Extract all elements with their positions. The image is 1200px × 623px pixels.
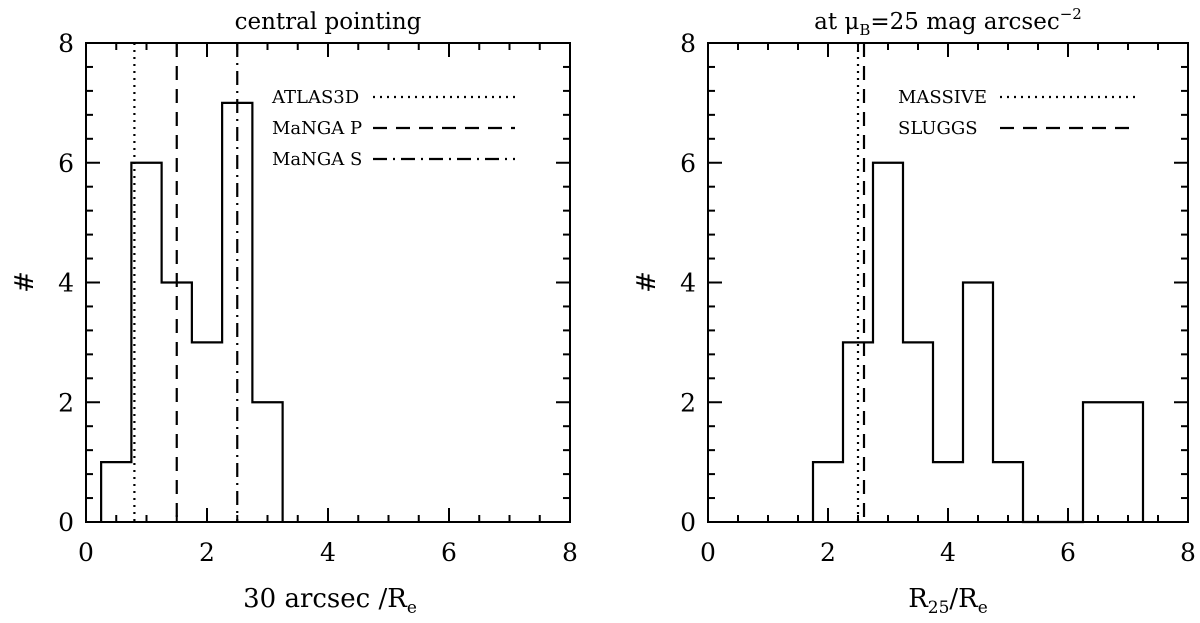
x-axis-title: 30 arcsec /Re xyxy=(243,584,417,618)
y-tick-label: 4 xyxy=(58,269,74,298)
x-tick-label: 0 xyxy=(78,538,94,567)
y-tick-label: 6 xyxy=(58,149,74,178)
x-tick-label: 2 xyxy=(199,538,215,567)
x-axis-title: R25/Re xyxy=(908,584,988,618)
left-panel: 0 2 4 6 8 0 2 4 6 8 ATLAS3D MaNGA P MaNGA S centra… xyxy=(10,9,578,618)
x-tick-labels: 0 2 4 6 8 xyxy=(700,538,1196,567)
x-tick-label: 2 xyxy=(820,538,836,567)
legend-label: SLUGGS xyxy=(898,118,978,139)
x-tick-label: 6 xyxy=(1060,538,1076,567)
histogram-outline xyxy=(100,101,284,522)
y-axis-title: # xyxy=(632,271,662,293)
x-tick-label: 4 xyxy=(940,538,956,567)
y-tick-label: 8 xyxy=(680,29,696,58)
y-tick-label: 0 xyxy=(58,508,74,537)
y-axis-title: # xyxy=(10,271,40,293)
y-tick-label: 0 xyxy=(680,508,696,537)
y-tick-label: 8 xyxy=(58,29,74,58)
plot-frame xyxy=(85,42,571,523)
legend: ATLAS3D MaNGA P MaNGA S xyxy=(271,87,515,170)
panel-title: at μB=25 mag arcsec−2 xyxy=(814,5,1082,39)
x-tick-labels: 0 2 4 6 8 xyxy=(78,538,578,567)
histogram-outline xyxy=(811,161,1145,524)
x-tick-label: 4 xyxy=(320,538,336,567)
y-tick-label: 6 xyxy=(680,149,696,178)
reference-lines xyxy=(856,43,866,522)
panel-title: central pointing xyxy=(235,9,422,35)
legend-label: MaNGA S xyxy=(272,149,362,170)
x-tick-label: 8 xyxy=(562,538,578,567)
x-tick-label: 6 xyxy=(441,538,457,567)
legend-label: MASSIVE xyxy=(898,87,987,108)
x-tick-label: 0 xyxy=(700,538,716,567)
x-tick-label: 8 xyxy=(1180,538,1196,567)
y-tick-label: 2 xyxy=(680,388,696,417)
right-panel: 0 2 4 6 8 0 2 4 6 8 MASSIVE SLUGGS at μB=25 mag a… xyxy=(632,5,1196,618)
legend-label: MaNGA P xyxy=(272,118,362,139)
y-tick-labels: 0 2 4 6 8 xyxy=(58,29,74,537)
y-tick-labels: 0 2 4 6 8 xyxy=(680,29,696,537)
legend: MASSIVE SLUGGS xyxy=(898,87,1138,139)
plot-frame xyxy=(707,42,1189,523)
legend-label: ATLAS3D xyxy=(271,87,359,108)
axis-ticks xyxy=(707,42,1189,523)
reference-lines xyxy=(133,43,239,522)
y-tick-label: 4 xyxy=(680,269,696,298)
axis-ticks xyxy=(85,42,571,523)
y-tick-label: 2 xyxy=(58,388,74,417)
